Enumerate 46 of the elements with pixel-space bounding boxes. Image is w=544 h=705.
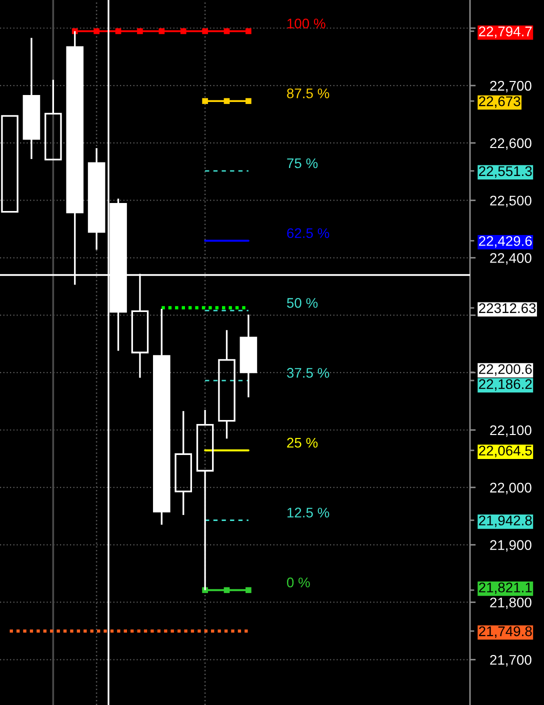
y2-tick-label: 21,942.8: [479, 516, 532, 528]
y-tick-label: 21,900: [490, 540, 532, 552]
candlestick: [88, 147, 106, 251]
y2-tick-label: 22,429.6: [479, 236, 532, 248]
y2-tick-label: 22,551.3: [479, 166, 532, 178]
point: [246, 587, 252, 594]
text: 50 %: [286, 298, 318, 308]
point: [137, 28, 143, 34]
y-tick-label: 22,400: [490, 253, 532, 265]
y2-tick-label: 21,821.1: [479, 582, 532, 594]
y-tick-label: 22,100: [490, 425, 532, 437]
y-tick-label: 22,000: [490, 482, 532, 494]
candlestick: [174, 410, 192, 516]
candlestick: [22, 37, 40, 160]
point: [180, 28, 186, 34]
text: 75 %: [287, 158, 318, 168]
point: [224, 587, 230, 594]
point: [94, 28, 100, 34]
y-tick-label: 21,700: [490, 654, 532, 666]
candlestick: [218, 329, 236, 440]
text: 37.5 %: [286, 368, 330, 378]
point: [224, 98, 230, 104]
text: 87.5 %: [287, 88, 330, 98]
y-tick-label: 22,600: [490, 138, 532, 150]
point: [246, 28, 252, 34]
y2-tick-label: 21,749.8: [479, 626, 532, 638]
text: 25 %: [287, 438, 318, 448]
y2-tick-label: 22312.63: [479, 303, 536, 314]
point: [246, 98, 252, 104]
y2-tick-label: 22,186.2: [479, 379, 532, 391]
text: 0 %: [286, 578, 310, 588]
point: [202, 28, 208, 34]
point: [158, 28, 165, 34]
text: 100 %: [287, 18, 326, 28]
y2-tick-label: 22,794.7: [479, 26, 532, 38]
point: [202, 98, 208, 104]
y2-tick-label: 22,064.5: [479, 446, 532, 458]
y-tick-label: 22,500: [490, 196, 532, 208]
y-tick-label: 22,700: [490, 80, 532, 92]
y-tick-label: 21,800: [490, 598, 532, 610]
text: 12.5 %: [287, 508, 330, 518]
y2-tick-label: 22,200.6: [479, 364, 532, 376]
y2-tick-label: 22,673: [479, 96, 520, 108]
candlestick: [240, 314, 258, 398]
text: 62.5 %: [287, 228, 330, 238]
candlestick: [153, 308, 170, 526]
